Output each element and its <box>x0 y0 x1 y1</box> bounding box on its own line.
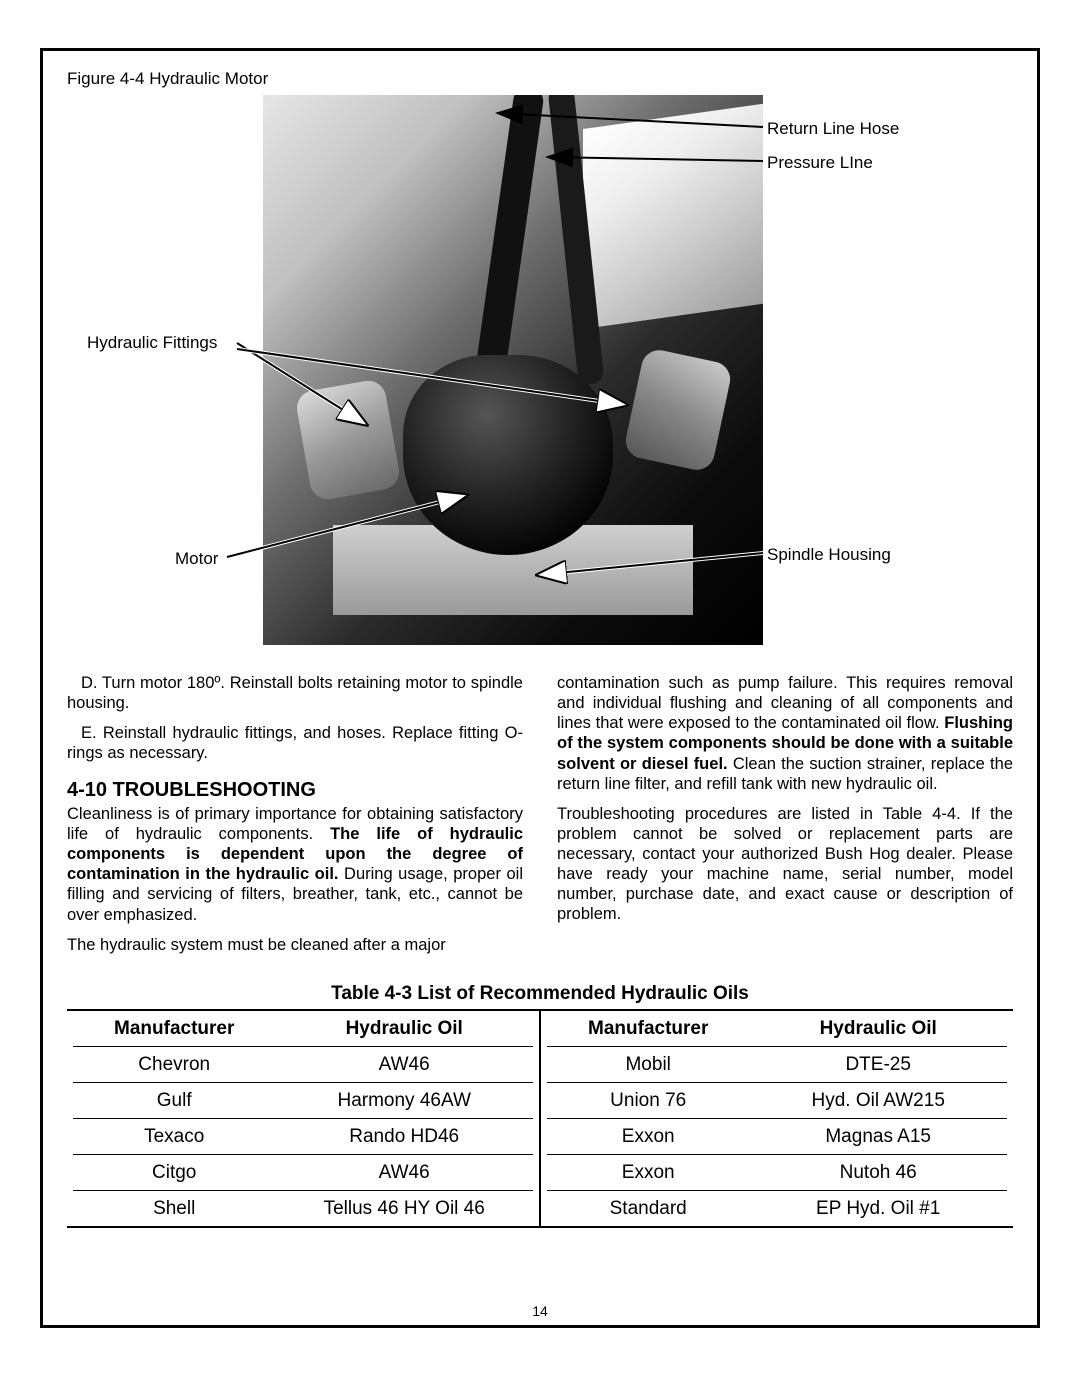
oil-table: Manufacturer Hydraulic Oil ChevronAW46Gu… <box>67 1011 1013 1228</box>
th-manufacturer: Manufacturer <box>73 1018 275 1040</box>
oil-table-left: Manufacturer Hydraulic Oil ChevronAW46Gu… <box>67 1011 541 1226</box>
table-row: TexacoRando HD46 <box>73 1119 533 1155</box>
table-row: MobilDTE-25 <box>547 1047 1007 1083</box>
cell-manufacturer: Texaco <box>73 1126 275 1148</box>
callout-return-line-hose: Return Line Hose <box>767 119 899 139</box>
cell-oil: Tellus 46 HY Oil 46 <box>275 1198 533 1220</box>
cell-manufacturer: Chevron <box>73 1054 275 1076</box>
callout-pressure-line: Pressure LIne <box>767 153 873 173</box>
cell-oil: Magnas A15 <box>749 1126 1007 1148</box>
table-row: ExxonMagnas A15 <box>547 1119 1007 1155</box>
callout-motor: Motor <box>175 549 218 569</box>
th-manufacturer: Manufacturer <box>547 1018 749 1040</box>
table-row: ChevronAW46 <box>73 1047 533 1083</box>
cell-oil: Hyd. Oil AW215 <box>749 1090 1007 1112</box>
cell-manufacturer: Union 76 <box>547 1090 749 1112</box>
cell-manufacturer: Gulf <box>73 1090 275 1112</box>
section-heading-troubleshooting: 4-10 TROUBLESHOOTING <box>67 778 523 802</box>
cell-oil: AW46 <box>275 1162 533 1184</box>
figure-caption: Figure 4-4 Hydraulic Motor <box>67 69 1013 89</box>
table-row: CitgoAW46 <box>73 1155 533 1191</box>
page-frame: Figure 4-4 Hydraulic Motor Return Line H… <box>40 48 1040 1328</box>
left-column: D. Turn motor 180º. Reinstall bolts reta… <box>67 673 523 965</box>
table-row: Union 76Hyd. Oil AW215 <box>547 1083 1007 1119</box>
figure-wrap: Return Line Hose Pressure LIne Hydraulic… <box>67 95 1013 655</box>
para-cleaned-after: The hydraulic system must be cleaned aft… <box>67 935 523 955</box>
page-number: 14 <box>43 1303 1037 1319</box>
table-row: ExxonNutoh 46 <box>547 1155 1007 1191</box>
body-columns: D. Turn motor 180º. Reinstall bolts reta… <box>67 673 1013 965</box>
cell-oil: AW46 <box>275 1054 533 1076</box>
para-contamination: contamination such as pump failure. This… <box>557 673 1013 794</box>
table-header-row: Manufacturer Hydraulic Oil <box>73 1011 533 1047</box>
cell-manufacturer: Shell <box>73 1198 275 1220</box>
cell-oil: Harmony 46AW <box>275 1090 533 1112</box>
table-title: Table 4-3 List of Recommended Hydraulic … <box>67 983 1013 1011</box>
figure-photo <box>263 95 763 645</box>
table-header-row: Manufacturer Hydraulic Oil <box>547 1011 1007 1047</box>
table-row: GulfHarmony 46AW <box>73 1083 533 1119</box>
callout-spindle-housing: Spindle Housing <box>767 545 891 565</box>
th-oil: Hydraulic Oil <box>275 1018 533 1040</box>
cell-manufacturer: Citgo <box>73 1162 275 1184</box>
cell-manufacturer: Mobil <box>547 1054 749 1076</box>
para-e: E. Reinstall hydraulic fittings, and hos… <box>67 723 523 763</box>
table-row: ShellTellus 46 HY Oil 46 <box>73 1191 533 1226</box>
cell-oil: Nutoh 46 <box>749 1162 1007 1184</box>
table-row: StandardEP Hyd. Oil #1 <box>547 1191 1007 1226</box>
cell-oil: DTE-25 <box>749 1054 1007 1076</box>
right-column: contamination such as pump failure. This… <box>557 673 1013 965</box>
cell-oil: Rando HD46 <box>275 1126 533 1148</box>
cell-manufacturer: Standard <box>547 1198 749 1220</box>
para-troubleshoot-table: Troubleshooting procedures are listed in… <box>557 804 1013 925</box>
para-cleanliness: Cleanliness is of primary importance for… <box>67 804 523 925</box>
cell-manufacturer: Exxon <box>547 1126 749 1148</box>
cell-oil: EP Hyd. Oil #1 <box>749 1198 1007 1220</box>
oil-table-right: Manufacturer Hydraulic Oil MobilDTE-25Un… <box>541 1011 1013 1226</box>
th-oil: Hydraulic Oil <box>749 1018 1007 1040</box>
para-d: D. Turn motor 180º. Reinstall bolts reta… <box>67 673 523 713</box>
callout-hydraulic-fittings: Hydraulic Fittings <box>87 333 217 353</box>
cell-manufacturer: Exxon <box>547 1162 749 1184</box>
